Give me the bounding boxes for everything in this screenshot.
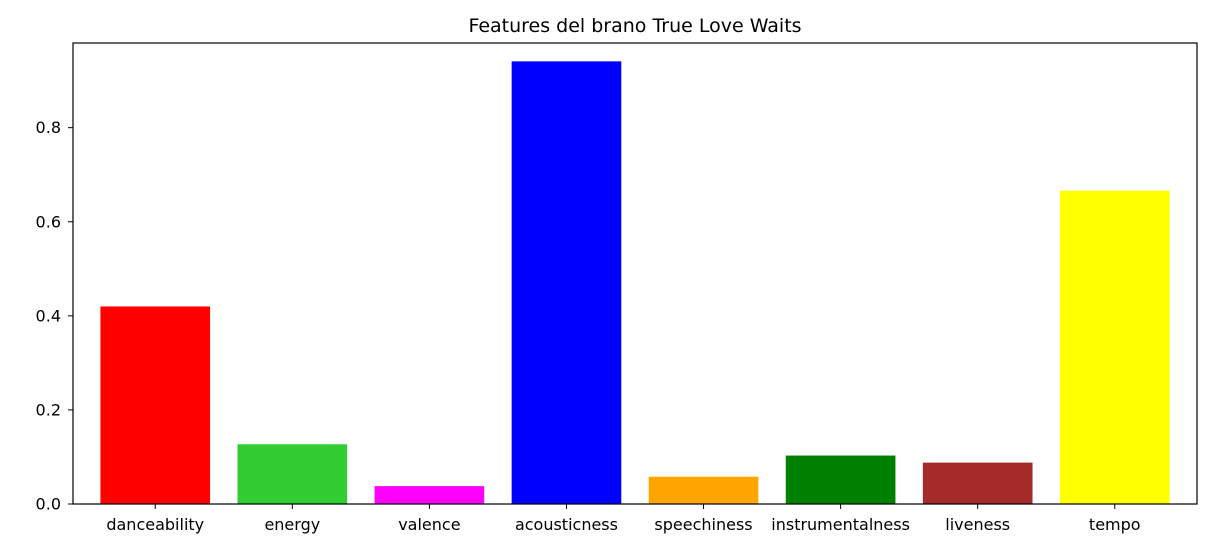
- bar-energy: [237, 444, 348, 504]
- x-axis: danceability energy valence acousticness spe…: [106, 504, 1141, 534]
- bar-tempo: [1059, 190, 1170, 504]
- bar-acousticness: [511, 61, 622, 504]
- x-tick-label-valence: valence: [398, 515, 460, 534]
- x-tick-label-liveness: liveness: [945, 515, 1010, 534]
- y-tick-label: 0.4: [36, 306, 61, 325]
- bar-instrumentalness: [785, 455, 896, 504]
- plot-frame: [72, 42, 1198, 505]
- x-tick-label-tempo: tempo: [1089, 515, 1141, 534]
- chart-title: Features del brano True Love Waits: [468, 15, 801, 37]
- x-tick-label-danceability: danceability: [106, 515, 204, 534]
- bar-liveness: [922, 462, 1033, 504]
- y-tick-label: 0.2: [36, 400, 61, 419]
- x-tick-label-energy: energy: [264, 515, 320, 534]
- bar-valence: [374, 486, 485, 504]
- x-tick-label-acousticness: acousticness: [515, 515, 618, 534]
- x-tick-label-instrumentalness: instrumentalness: [771, 515, 910, 534]
- bars-group: [100, 61, 1170, 504]
- y-axis: 0.0 0.2 0.4 0.6 0.8: [36, 118, 73, 514]
- y-tick-label: 0.8: [36, 118, 61, 137]
- bar-speechiness: [648, 476, 759, 504]
- y-tick-label: 0.6: [36, 212, 61, 231]
- bar-danceability: [100, 306, 211, 504]
- y-tick-label: 0.0: [36, 495, 61, 514]
- x-tick-label-speechiness: speechiness: [654, 515, 752, 534]
